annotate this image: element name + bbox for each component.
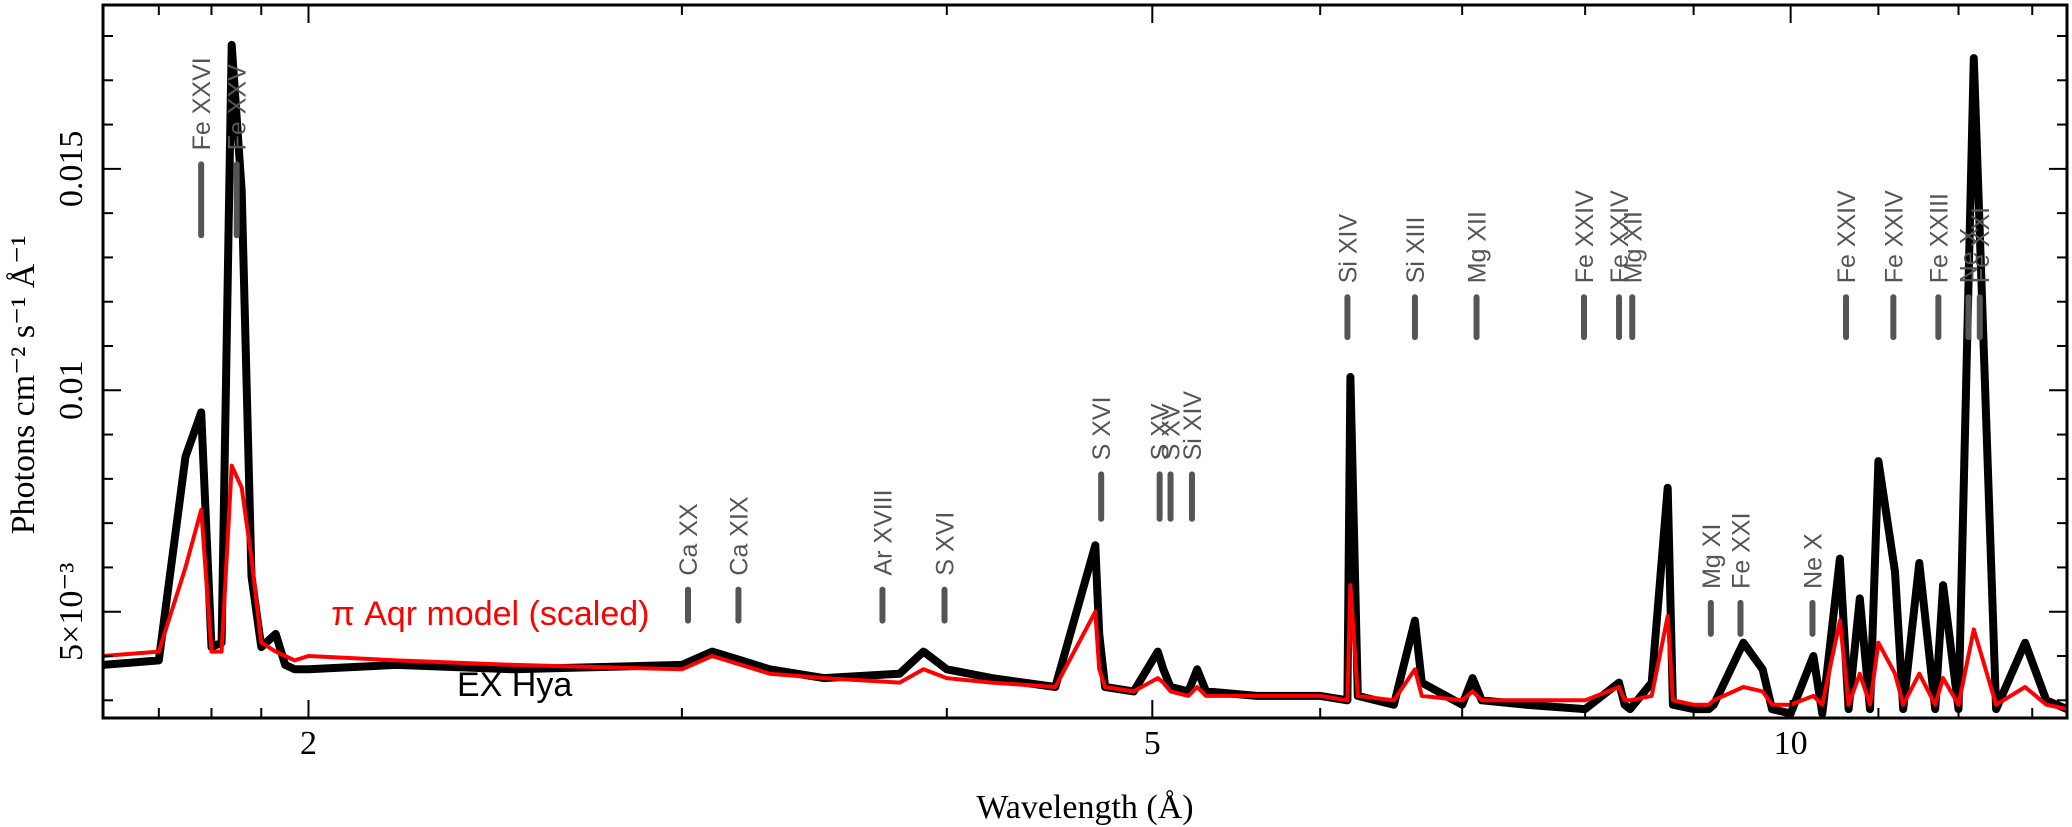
line-marker-label: Ca XIX: [725, 496, 753, 576]
line-markers-layer: Fe XXVI Fe XXV Ca XX Ca XIX Ar XVIII S XVI S X…: [188, 57, 1995, 637]
line-marker-label: Si XIII: [1402, 217, 1430, 284]
series-label: EX Hya: [457, 666, 572, 704]
line-marker-label: S XVI: [1088, 396, 1116, 460]
series-label: π Aqr model (scaled): [331, 595, 649, 633]
x-tick-label: 10: [1774, 725, 1808, 762]
series-labels-layer: π Aqr model (scaled) EX Hya: [331, 595, 649, 704]
line-marker-label: Fe XXIV: [1571, 190, 1599, 283]
y-tick-label: 0.015: [53, 131, 90, 208]
line-marker-label: Mg XII: [1619, 211, 1647, 283]
line-marker-label: S XV: [1147, 403, 1175, 460]
line-marker-label: Ne X: [1800, 533, 1828, 589]
y-tick-label: 0.01: [53, 361, 90, 421]
plot-frame: [101, 3, 2069, 720]
line-marker-label: Fe XXI: [1728, 512, 1756, 588]
series-layer: [103, 40, 2067, 718]
line-marker-label: Fe XXIV: [1606, 190, 1634, 283]
line-marker-label: Mg XII: [1464, 211, 1492, 283]
line-marker-label: S XVI: [932, 512, 960, 576]
line-marker-label: Fe XXI: [1967, 207, 1995, 283]
line-marker-label: Ca XX: [675, 503, 703, 576]
line-marker-label: Fe XXIV: [1833, 190, 1861, 283]
line-marker-label: Ne X: [1956, 227, 1984, 283]
series-pi-aqr-model-line: [103, 463, 2067, 712]
x-axis-title: Wavelength (Å): [976, 789, 1193, 826]
line-marker-label: Fe XXVI: [188, 57, 216, 150]
line-marker-label: Mg XI: [1698, 524, 1726, 589]
ticks-layer: 2 5 10 5×10⁻³ 0.01 0.015: [53, 5, 2067, 762]
line-marker-label: S XV: [1158, 403, 1186, 460]
y-axis-title: Photons cm⁻² s⁻¹ Å⁻¹: [5, 236, 42, 535]
series-ex-hya-line: [103, 40, 2067, 718]
line-marker-label: Fe XXV: [224, 64, 252, 150]
x-tick-label: 2: [300, 725, 317, 762]
x-tick-label: 5: [1144, 725, 1161, 762]
line-marker-label: Fe XXIV: [1880, 190, 1908, 283]
line-marker-label: Ar XVIII: [870, 489, 898, 575]
line-marker-label: Si XIV: [1334, 214, 1362, 284]
line-marker-label: Si XIV: [1179, 391, 1207, 461]
y-tick-label: 5×10⁻³: [53, 563, 90, 661]
line-marker-label: Fe XXIII: [1925, 193, 1953, 283]
